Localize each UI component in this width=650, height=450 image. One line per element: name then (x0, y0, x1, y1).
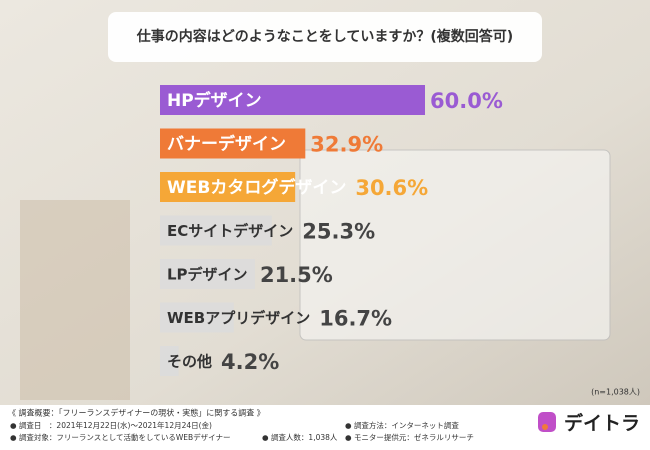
bar (160, 215, 272, 246)
value-label: 21.5% (260, 263, 333, 287)
footer-item-text: 調査人数：1,038人 (271, 432, 338, 442)
footer-item: ● 調査方法：インターネット調査 (345, 420, 459, 430)
footer-item: ● 調査人数：1,038人 (262, 432, 338, 442)
footer-item: ● 調査日 ：2021年12月22日(水)～2021年12月24日(金) (10, 420, 212, 430)
footer-item: ● モニター提供元：ゼネラルリサーチ (345, 432, 474, 442)
footer-item-text: モニター提供元：ゼネラルリサーチ (354, 432, 474, 442)
bar-label: WEBカタログデザイン (167, 177, 346, 198)
bar (160, 85, 425, 115)
footer-heading: 《 調査概要：「フリーランスデザイナーの現状・実態」に関する調査 》 (8, 408, 265, 418)
footer-item-text: 調査対象：フリーランスとして活動をしているWEBデザイナー (19, 432, 231, 442)
value-label: 30.6% (355, 176, 428, 200)
value-label: 4.2% (221, 350, 279, 374)
shelf-decor (20, 200, 130, 400)
logo-dot (542, 424, 548, 430)
bar-label: その他 (167, 353, 212, 371)
bar (160, 172, 296, 202)
value-label: 16.7% (319, 307, 392, 331)
title-box (108, 12, 542, 62)
logo-text: デイトラ (564, 412, 640, 435)
bar-label: WEBアプリデザイン (167, 309, 310, 327)
value-label: 32.9% (310, 133, 383, 157)
bar (160, 259, 255, 289)
footer-item: ● 調査対象：フリーランスとして活動をしているWEBデザイナー (10, 432, 231, 442)
bar-label: HPデザイン (167, 90, 262, 111)
footer-item-text: 調査日 ：2021年12月22日(水)～2021年12月24日(金) (19, 420, 212, 430)
bar (160, 346, 179, 376)
bar-label: ECサイトデザイン (167, 222, 293, 240)
annotation: (n=1,038人) (591, 388, 640, 397)
bar (160, 302, 234, 333)
bar (160, 128, 306, 159)
value-label: 60.0% (430, 89, 503, 113)
chart-title: 仕事の内容はどのようなことをしていますか？(複数回答可) (136, 28, 513, 45)
monitor-decor (299, 149, 611, 341)
bar-label: LPデザイン (167, 266, 248, 284)
footer-item-text: 調査方法：インターネット調査 (354, 420, 459, 430)
bar-label: バナーデザイン (167, 134, 286, 155)
value-label: 25.3% (302, 220, 375, 244)
